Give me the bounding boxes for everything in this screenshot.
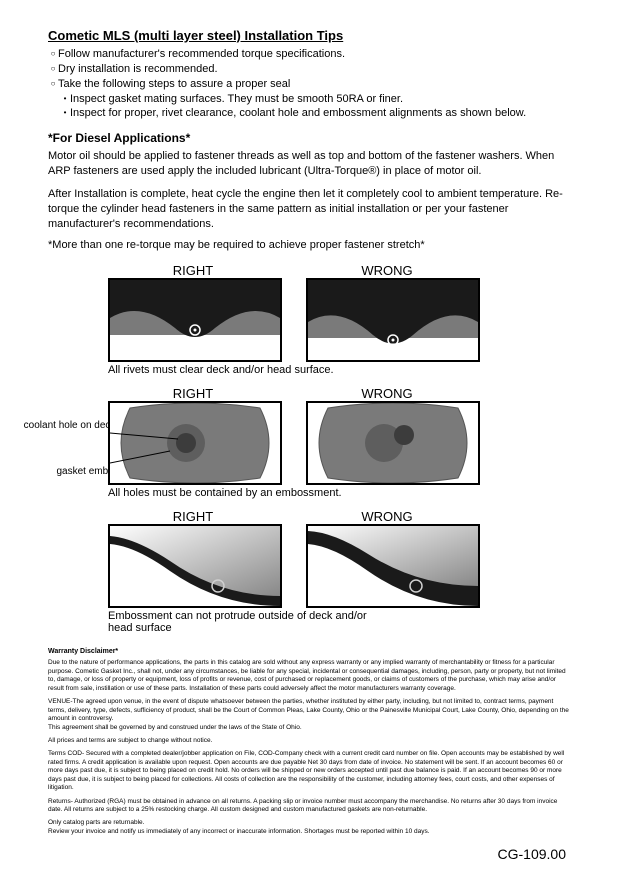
disclaimer-para: Due to the nature of performance applica… [48, 659, 570, 693]
bullet-text: Inspect gasket mating surfaces. They mus… [70, 92, 403, 107]
panel-emboss-wrong [306, 524, 480, 608]
figure-group-rivets: RIGHT WRONG [108, 263, 570, 376]
disclaimer-para: VENUE-The agreed upon venue, in the even… [48, 698, 570, 732]
panel-rivet-wrong [306, 278, 480, 362]
bullet-text: Follow manufacturer's recommended torque… [58, 47, 345, 62]
label-right: RIGHT [108, 386, 278, 401]
label-wrong: WRONG [302, 509, 472, 524]
diesel-heading: *For Diesel Applications* [48, 131, 570, 145]
label-right: RIGHT [108, 263, 278, 278]
panel-hole-wrong [306, 401, 480, 485]
disclaimer-para: Only catalog parts are returnable. Revie… [48, 819, 570, 836]
retorque-note: *More than one re-torque may be required… [48, 239, 570, 251]
bullet-text: Take the following steps to assure a pro… [58, 77, 290, 92]
label-wrong: WRONG [302, 386, 472, 401]
page-number: CG-109.00 [48, 846, 570, 862]
disclaimer-para: All prices and terms are subject to chan… [48, 737, 570, 745]
paragraph: After Installation is complete, heat cyc… [48, 187, 570, 232]
bullet-list: ○Follow manufacturer's recommended torqu… [48, 47, 570, 121]
caption: All rivets must clear deck and/or head s… [108, 364, 570, 376]
bullet-text: Inspect for proper, rivet clearance, coo… [70, 106, 526, 121]
panel-rivet-right [108, 278, 282, 362]
figure-group-emboss: RIGHT WRONG [108, 509, 570, 634]
warranty-disclaimer: Warranty Disclaimer* Due to the nature o… [48, 648, 570, 836]
paragraph: Motor oil should be applied to fastener … [48, 149, 570, 179]
bullet-text: Dry installation is recommended. [58, 62, 218, 77]
caption: All holes must be contained by an emboss… [108, 487, 570, 499]
disclaimer-para: Terms COD- Secured with a completed deal… [48, 750, 570, 792]
disclaimer-para: Returns- Authorized (RGA) must be obtain… [48, 798, 570, 815]
caption: Embossment can not protrude outside of d… [108, 610, 388, 634]
disclaimer-title: Warranty Disclaimer* [48, 648, 570, 655]
label-wrong: WRONG [302, 263, 472, 278]
panel-hole-right [108, 401, 282, 485]
figure-group-holes: RIGHT WRONG [108, 386, 570, 499]
label-right: RIGHT [108, 509, 278, 524]
panel-emboss-right [108, 524, 282, 608]
page-title: Cometic MLS (multi layer steel) Installa… [48, 28, 570, 43]
page: Cometic MLS (multi layer steel) Installa… [0, 0, 618, 882]
